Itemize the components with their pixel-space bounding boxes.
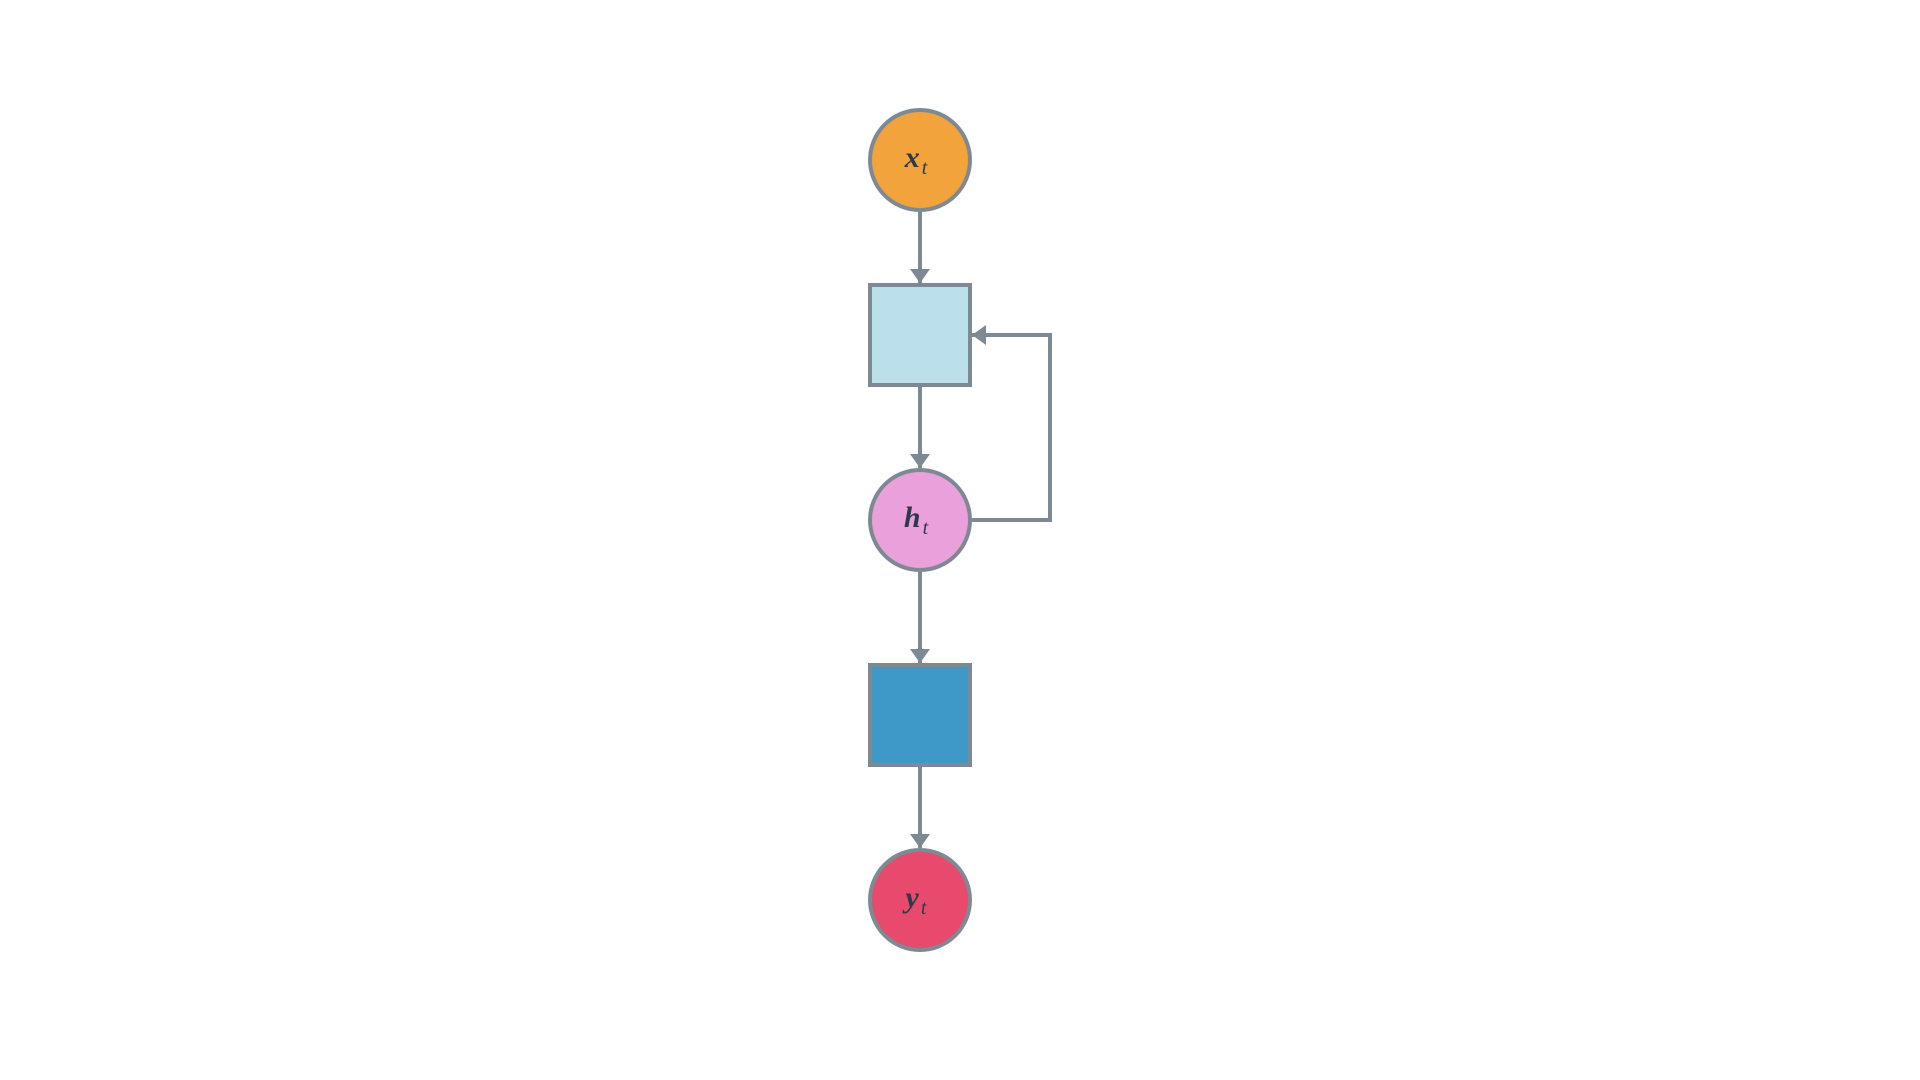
node-x [870, 110, 970, 210]
rnn-diagram: xthtyt [0, 0, 1920, 1080]
node-b1 [870, 285, 970, 385]
node-b2 [870, 665, 970, 765]
